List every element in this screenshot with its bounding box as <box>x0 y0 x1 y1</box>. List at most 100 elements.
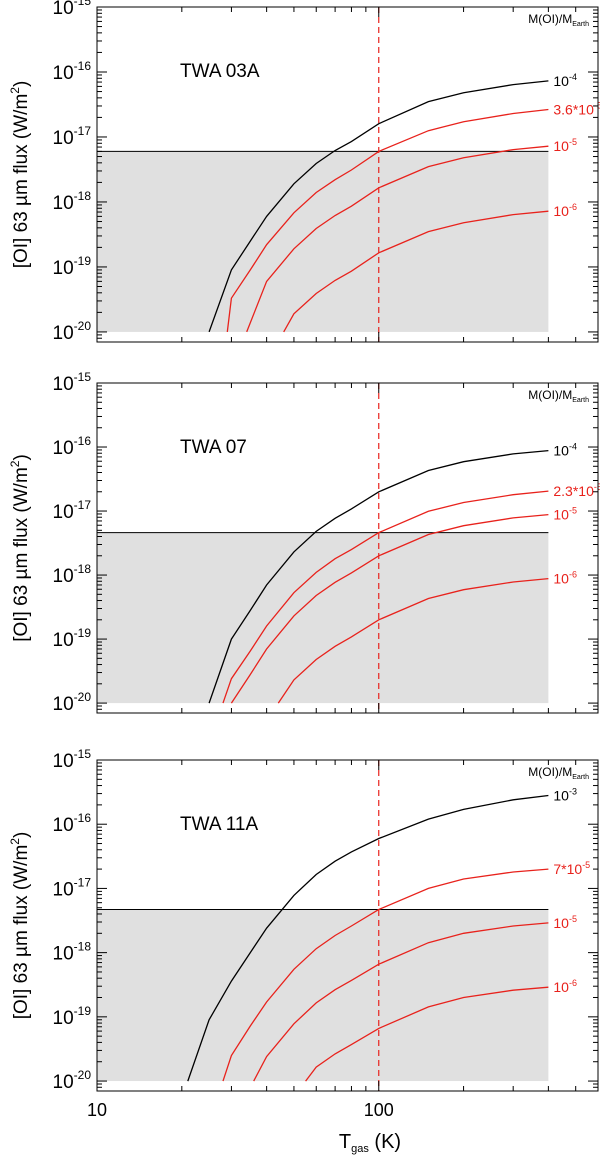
y-tick-label: 10-15 <box>53 370 92 395</box>
legend-title: M(OI)/MEarth <box>528 12 589 28</box>
y-tick-mantissa: 10 <box>53 751 74 772</box>
y-axis-label: [OI] 63 µm flux (W/m2) <box>8 454 32 642</box>
series-line-1 <box>208 80 549 333</box>
y-tick-mantissa: 10 <box>53 258 74 279</box>
chart-panel-2: 10-42.3*10-510-510-610-2010-1910-1810-17… <box>8 370 600 715</box>
x-axis-label-T: T <box>339 1131 351 1153</box>
legend-title-head: M(OI)/M <box>528 765 572 779</box>
series-line-1 <box>187 794 549 1082</box>
series-line-4 <box>305 986 549 1082</box>
series-line-4 <box>277 577 549 704</box>
legend-title-head: M(OI)/M <box>528 388 572 402</box>
legend-title: M(OI)/MEarth <box>528 388 589 404</box>
y-tick-label: 10-18 <box>53 189 92 214</box>
y-tick-label: 10-17 <box>53 875 92 900</box>
y-tick-exponent: -18 <box>74 189 92 203</box>
y-tick-label: 10-20 <box>53 1068 92 1093</box>
x-axis-label-sub: gas <box>351 1143 369 1155</box>
y-tick-label: 10-18 <box>53 562 92 587</box>
y-tick-label: 10-17 <box>53 124 92 149</box>
y-tick-label: 10-15 <box>53 747 92 772</box>
y-tick-exponent: -18 <box>74 562 92 576</box>
legend-title-head: M(OI)/M <box>528 12 572 26</box>
y-tick-label: 10-16 <box>53 811 92 836</box>
y-tick-label: 10-18 <box>53 940 92 965</box>
panel-label: TWA 07 <box>180 437 247 458</box>
series-label-3: 10-5 <box>553 914 577 931</box>
y-axis-label: [OI] 63 µm flux (W/m2) <box>8 832 32 1020</box>
legend-title-sub: Earth <box>572 397 589 404</box>
y-tick-exponent: -20 <box>74 1068 92 1082</box>
series-line-2 <box>222 490 549 704</box>
y-tick-exponent: -20 <box>74 319 92 333</box>
y-tick-exponent: -15 <box>74 747 92 761</box>
y-tick-label: 10-15 <box>53 0 92 19</box>
legend-title-sub: Earth <box>572 774 589 781</box>
panel-label: TWA 03A <box>180 61 260 82</box>
y-tick-label: 10-19 <box>53 626 92 651</box>
y-tick-label: 10-20 <box>53 319 92 344</box>
shaded-region <box>97 151 549 332</box>
y-tick-mantissa: 10 <box>53 815 74 836</box>
series-line-2 <box>226 108 549 332</box>
y-tick-mantissa: 10 <box>53 438 74 459</box>
y-tick-exponent: -17 <box>74 875 92 889</box>
y-tick-label: 10-16 <box>53 59 92 84</box>
y-tick-exponent: -16 <box>74 59 92 73</box>
series-label-2: 7*10-5 <box>553 860 590 877</box>
series-line-2 <box>222 868 549 1082</box>
y-tick-exponent: -15 <box>74 370 92 384</box>
series-line-3 <box>246 145 549 333</box>
series-label-3: 10-5 <box>553 506 577 523</box>
legend-title: M(OI)/MEarth <box>528 765 589 781</box>
y-tick-mantissa: 10 <box>53 193 74 214</box>
y-tick-mantissa: 10 <box>53 566 74 587</box>
series-label-1: 10-3 <box>553 786 577 803</box>
x-axis-label-tail: (K) <box>369 1131 401 1153</box>
y-tick-mantissa: 10 <box>53 1072 74 1093</box>
series-label-1: 10-4 <box>553 442 577 459</box>
y-tick-label: 10-17 <box>53 498 92 523</box>
series-label-4: 10-6 <box>553 978 577 995</box>
y-tick-label: 10-19 <box>53 254 92 279</box>
y-tick-exponent: -16 <box>74 811 92 825</box>
y-tick-mantissa: 10 <box>53 1008 74 1029</box>
chart-panel-1: 10-43.6*10-510-510-610-2010-1910-1810-17… <box>8 0 600 344</box>
shaded-region <box>97 909 549 1082</box>
shaded-region <box>97 532 549 704</box>
y-tick-label: 10-19 <box>53 1004 92 1029</box>
y-tick-mantissa: 10 <box>53 374 74 395</box>
y-tick-mantissa: 10 <box>53 694 74 715</box>
y-tick-exponent: -20 <box>74 690 92 704</box>
series-label-1: 10-4 <box>553 72 577 89</box>
series-line-3 <box>230 513 549 704</box>
plot-frame <box>96 6 599 343</box>
x-tick-label: 10 <box>87 1100 107 1120</box>
chart-panel-3: 10-37*10-510-510-610-2010-1910-1810-1710… <box>8 747 599 1093</box>
y-tick-mantissa: 10 <box>53 944 74 965</box>
plot-frame <box>96 382 599 714</box>
y-tick-exponent: -19 <box>74 626 92 640</box>
series-line-1 <box>208 449 549 704</box>
y-tick-mantissa: 10 <box>53 0 74 19</box>
y-tick-mantissa: 10 <box>53 128 74 149</box>
y-tick-label: 10-20 <box>53 690 92 715</box>
series-label-2: 2.3*10-5 <box>553 482 600 499</box>
x-axis-label: Tgas (K) <box>339 1131 401 1155</box>
panel-label: TWA 11A <box>180 814 258 835</box>
y-tick-mantissa: 10 <box>53 323 74 344</box>
y-tick-exponent: -18 <box>74 940 92 954</box>
y-tick-exponent: -17 <box>74 124 92 138</box>
y-axis-label: [OI] 63 µm flux (W/m2) <box>8 81 32 269</box>
series-label-4: 10-6 <box>553 202 577 219</box>
legend-title-sub: Earth <box>572 21 589 28</box>
y-tick-label: 10-16 <box>53 434 92 459</box>
y-tick-mantissa: 10 <box>53 63 74 84</box>
y-tick-mantissa: 10 <box>53 630 74 651</box>
y-tick-exponent: -19 <box>74 1004 92 1018</box>
y-tick-exponent: -17 <box>74 498 92 512</box>
series-label-3: 10-5 <box>553 137 577 154</box>
plot-frame <box>96 759 599 1092</box>
series-label-2: 3.6*10-5 <box>553 100 600 117</box>
